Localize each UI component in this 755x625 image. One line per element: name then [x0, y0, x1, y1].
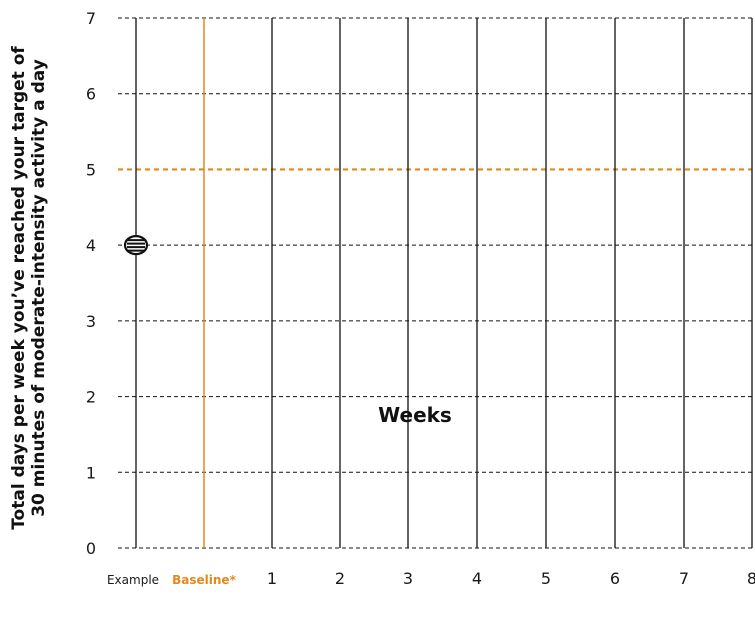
x-tick-label-8: 8 — [747, 569, 755, 588]
x-tick-labels: Example Baseline* 1 2 3 4 5 6 7 8 — [107, 569, 755, 588]
y-tick-label-5: 5 — [86, 160, 96, 179]
y-tick-labels: 0 1 2 3 4 5 6 7 — [86, 9, 96, 558]
data-points — [123, 235, 149, 256]
y-tick-label-0: 0 — [86, 539, 96, 558]
x-axis-label: Weeks — [378, 403, 452, 427]
x-tick-label-3: 3 — [403, 569, 413, 588]
x-tick-label-6: 6 — [610, 569, 620, 588]
x-tick-label-example: Example — [107, 573, 159, 587]
y-tick-label-3: 3 — [86, 312, 96, 331]
x-tick-label-baseline: Baseline* — [172, 573, 236, 587]
y-axis-label-line-1: Total days per week you’ve reached your … — [9, 46, 29, 530]
y-tick-label-1: 1 — [86, 463, 96, 482]
x-tick-label-2: 2 — [335, 569, 345, 588]
y-tick-label-4: 4 — [86, 236, 96, 255]
data-point-0 — [123, 235, 149, 256]
x-tick-label-1: 1 — [267, 569, 277, 588]
y-tick-label-6: 6 — [86, 85, 96, 104]
x-tick-label-7: 7 — [679, 569, 689, 588]
y-tick-label-2: 2 — [86, 388, 96, 407]
y-axis-label-line-2: 30 minutes of moderate-intensity activit… — [29, 59, 49, 517]
y-tick-label-7: 7 — [86, 9, 96, 28]
x-tick-label-4: 4 — [472, 569, 482, 588]
x-tick-label-5: 5 — [541, 569, 551, 588]
grid-layer — [118, 17, 753, 549]
